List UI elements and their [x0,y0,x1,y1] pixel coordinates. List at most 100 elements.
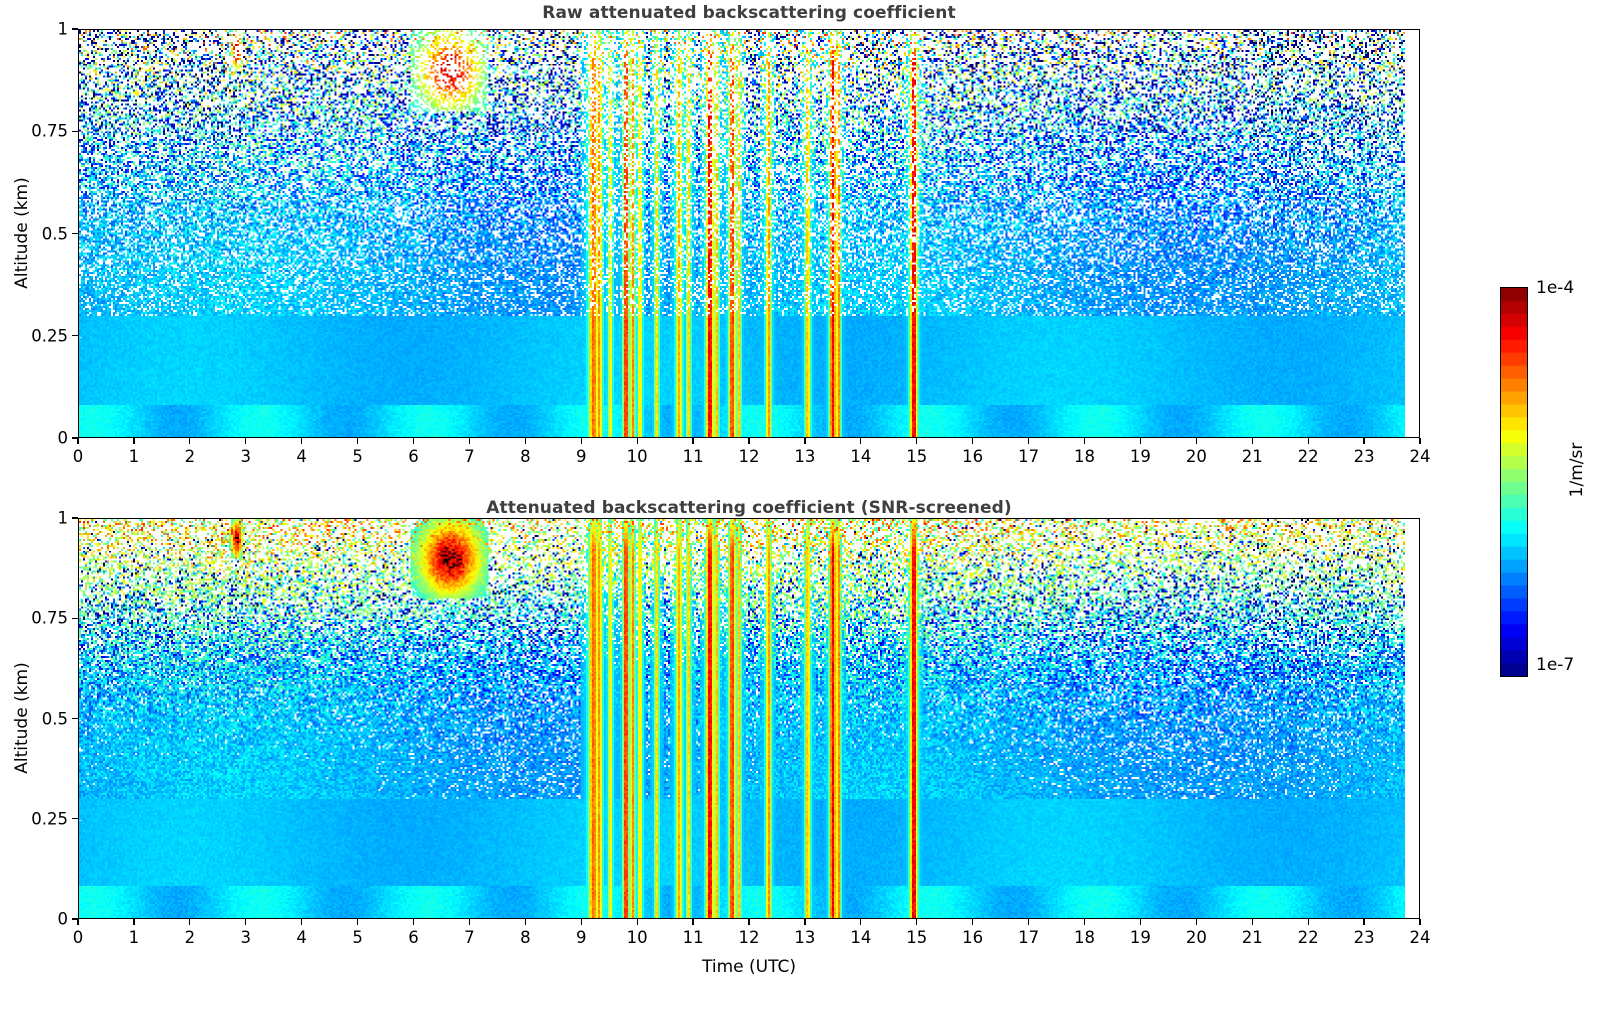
y-tick-label: 0 [57,428,69,448]
y-tick-mark [72,617,78,619]
x-tick-mark [1307,438,1309,444]
y-tick-label: 1 [57,508,69,528]
y-tick-label: 0.75 [31,608,68,628]
x-tick-label: 23 [1353,928,1375,947]
x-tick-label: 0 [72,447,84,466]
y-tick-label: 0.5 [41,224,68,243]
y-tick-label: 0.5 [41,709,68,728]
x-tick-mark [636,438,638,444]
x-tick-mark [580,919,582,925]
x-tick-label: 2 [184,928,196,947]
x-tick-label: 1 [128,928,140,947]
x-tick-label: 16 [962,447,984,466]
x-tick-mark [1139,919,1142,925]
top-panel-y-axis-title: Altitude (km) [12,177,32,289]
y-tick-mark [72,918,78,920]
bottom-panel-axes [78,518,1420,919]
x-tick-mark [1251,919,1253,925]
x-tick-mark [580,438,582,444]
x-tick-mark [245,438,247,444]
x-tick-mark [245,919,247,925]
y-tick-label: 0.25 [31,326,68,346]
x-tick-label: 4 [296,447,307,466]
x-tick-mark [1363,919,1365,925]
x-tick-label: 19 [1129,928,1151,947]
colorbar-max-label: 1e-4 [1536,278,1575,298]
x-tick-label: 18 [1074,447,1095,466]
x-tick-label: 2 [184,447,196,466]
x-tick-mark [972,438,974,444]
x-tick-mark [636,919,638,925]
x-tick-mark [189,919,191,925]
x-tick-mark [860,438,862,444]
x-tick-label: 19 [1129,447,1151,466]
x-tick-mark [1027,919,1030,925]
x-tick-label: 11 [682,928,704,947]
x-tick-mark [1083,919,1086,925]
x-tick-mark [412,919,415,925]
x-tick-mark [748,919,750,925]
x-tick-mark [301,438,303,444]
x-tick-label: 12 [738,928,760,947]
x-tick-mark [133,919,135,925]
x-tick-mark [1251,438,1253,444]
y-tick-label: 1 [57,19,69,39]
x-tick-mark [1363,438,1365,444]
x-tick-mark [916,438,918,444]
x-tick-mark [356,919,359,925]
x-tick-label: 3 [240,447,252,466]
x-tick-mark [1139,438,1142,444]
top-panel-heatmap [79,30,1419,437]
x-tick-mark [468,438,471,444]
top-panel-title: Raw attenuated backscattering coefficien… [542,3,956,23]
x-tick-label: 7 [464,928,475,947]
y-tick-label: 0.75 [31,121,68,141]
x-tick-mark [748,438,750,444]
x-tick-label: 17 [1018,928,1040,947]
x-tick-label: 15 [906,447,928,466]
x-tick-mark [804,919,806,925]
x-tick-mark [860,919,862,925]
x-tick-mark [301,919,303,925]
x-tick-mark [1083,438,1086,444]
x-tick-label: 18 [1074,928,1095,947]
x-tick-label: 13 [794,447,816,466]
x-tick-mark [972,919,974,925]
x-tick-label: 12 [738,447,760,466]
x-tick-mark [1307,919,1309,925]
x-tick-mark [1419,438,1421,444]
x-tick-mark [1419,919,1421,925]
bottom-panel-y-axis-title: Altitude (km) [12,662,32,774]
colorbar-min-label: 1e-7 [1536,655,1575,675]
x-tick-label: 21 [1241,447,1263,466]
x-tick-label: 4 [296,928,307,947]
x-tick-label: 17 [1018,447,1040,466]
y-tick-mark [72,818,78,820]
top-panel-axes [78,29,1420,438]
x-tick-mark [1195,438,1197,444]
x-tick-mark [412,438,415,444]
x-tick-label: 1 [128,447,140,466]
colorbar [1500,287,1528,677]
x-tick-mark [133,438,135,444]
x-tick-label: 23 [1353,447,1375,466]
x-tick-mark [189,438,191,444]
x-tick-mark [524,438,526,444]
x-tick-mark [524,919,526,925]
x-tick-label: 15 [906,928,928,947]
x-tick-label: 20 [1185,928,1207,947]
y-tick-mark [72,717,78,720]
x-tick-mark [1195,919,1197,925]
x-tick-label: 10 [626,928,648,947]
x-tick-label: 11 [682,447,704,466]
x-tick-mark [77,438,79,444]
bottom-panel-title: Attenuated backscattering coefficient (S… [486,498,1012,518]
x-tick-label: 9 [576,447,587,466]
colorbar-unit-label: 1/m/sr [1567,442,1587,498]
x-tick-label: 0 [72,928,84,947]
x-tick-mark [804,438,806,444]
x-tick-label: 8 [520,928,531,947]
x-tick-mark [356,438,359,444]
x-tick-label: 8 [520,447,531,466]
